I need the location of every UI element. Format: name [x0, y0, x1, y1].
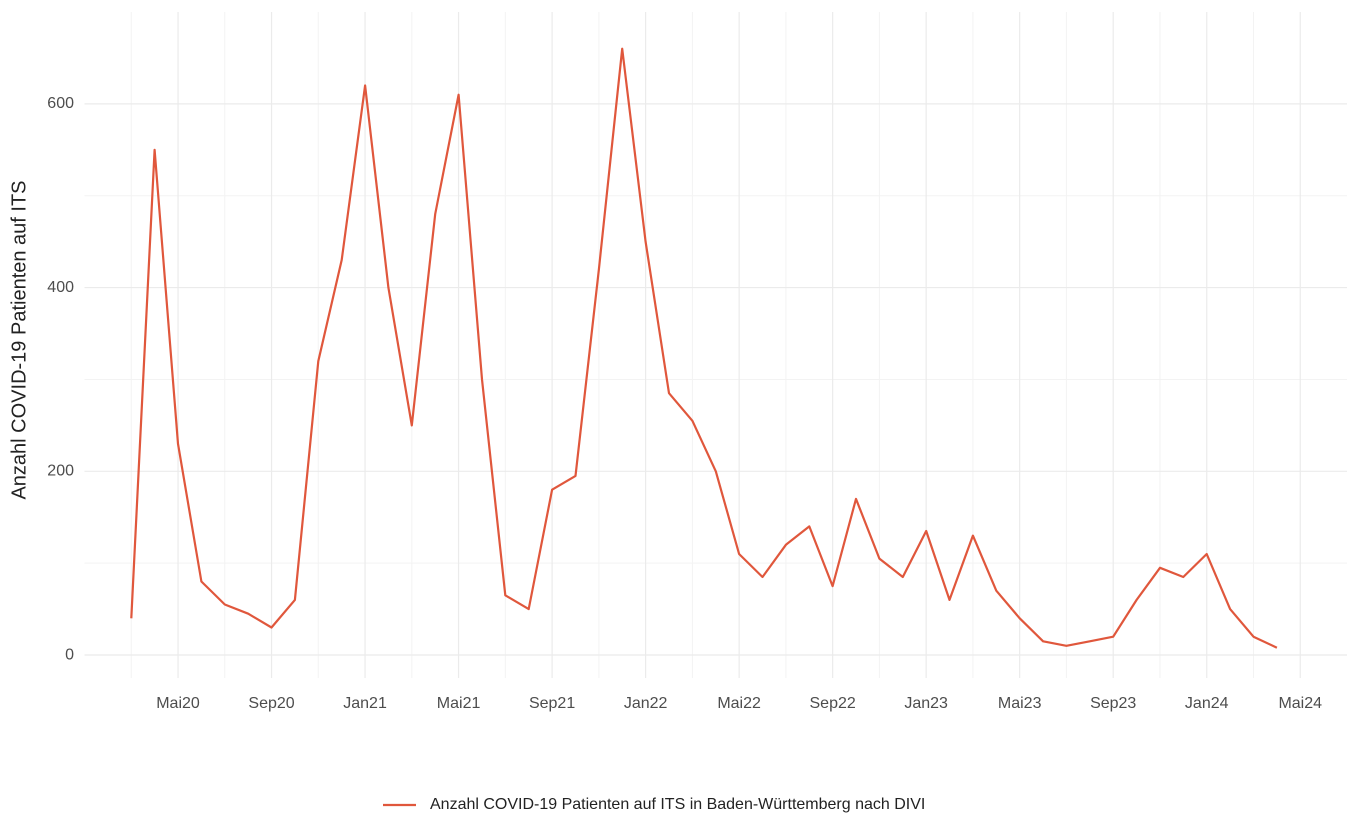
legend-label: Anzahl COVID-19 Patienten auf ITS in Bad… — [430, 796, 925, 813]
x-tick-label: Mai23 — [998, 695, 1042, 712]
x-tick-label: Jan24 — [1185, 695, 1229, 712]
x-tick-label: Mai20 — [156, 695, 200, 712]
y-axis-label: Anzahl COVID-19 Patienten auf ITS — [8, 180, 30, 499]
x-tick-label: Jan22 — [624, 695, 668, 712]
y-tick-label: 0 — [65, 646, 74, 663]
y-tick-label: 600 — [47, 95, 74, 112]
x-tick-label: Sep20 — [248, 695, 294, 712]
y-tick-label: 200 — [47, 463, 74, 480]
y-tick-label: 400 — [47, 279, 74, 296]
x-tick-label: Jan23 — [904, 695, 948, 712]
x-tick-label: Mai24 — [1278, 695, 1322, 712]
x-tick-label: Mai21 — [437, 695, 481, 712]
line — [130, 47, 1278, 649]
x-tick-label: Sep22 — [810, 695, 856, 712]
x-tick-label: Mai22 — [717, 695, 761, 712]
x-tick-label: Sep23 — [1090, 695, 1136, 712]
x-tick-label: Jan21 — [343, 695, 387, 712]
x-tick-label: Sep21 — [529, 695, 575, 712]
